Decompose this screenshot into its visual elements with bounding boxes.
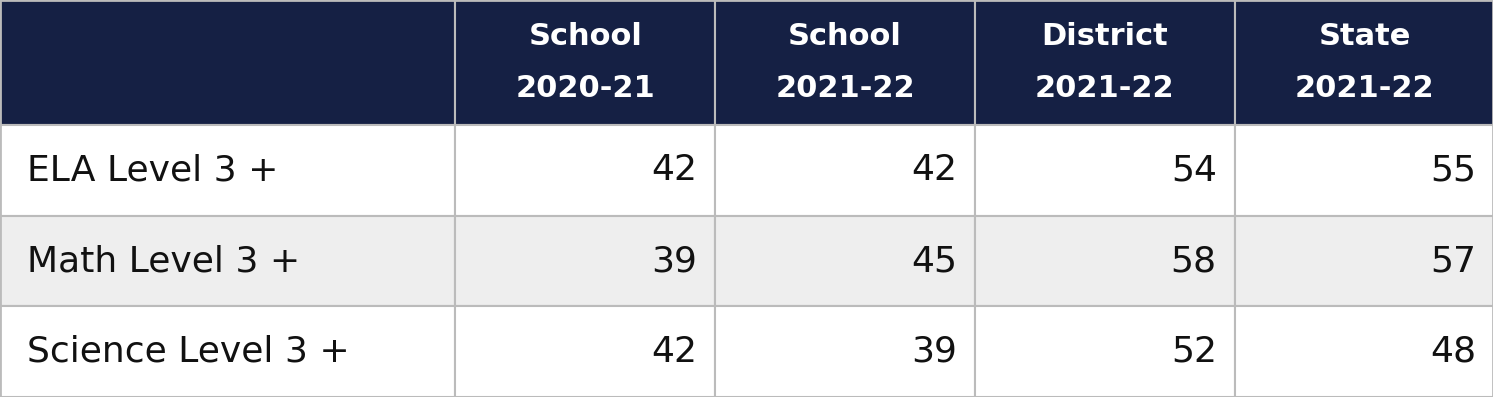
Bar [975, 125, 1235, 216]
Text: 39: 39 [911, 335, 957, 369]
Text: Science Level 3 +: Science Level 3 + [27, 335, 349, 369]
Bar [715, 216, 975, 306]
Text: State: State [1318, 22, 1411, 51]
Text: District: District [1042, 22, 1168, 51]
Bar [975, 216, 1235, 306]
Bar [975, 0, 1235, 125]
Bar [1235, 125, 1493, 216]
Bar [0, 216, 455, 306]
Bar [455, 125, 715, 216]
Text: ELA Level 3 +: ELA Level 3 + [27, 153, 278, 187]
Bar [1235, 216, 1493, 306]
Bar [715, 125, 975, 216]
Text: School: School [788, 22, 902, 51]
Bar [715, 306, 975, 397]
Text: School: School [529, 22, 642, 51]
Bar [1235, 306, 1493, 397]
Bar [975, 306, 1235, 397]
Text: 2020-21: 2020-21 [515, 74, 655, 103]
Text: 42: 42 [651, 335, 697, 369]
Text: 58: 58 [1171, 244, 1217, 278]
Text: 55: 55 [1430, 153, 1477, 187]
Bar [455, 216, 715, 306]
Bar [1235, 0, 1493, 125]
Bar [455, 306, 715, 397]
Text: 45: 45 [911, 244, 957, 278]
Text: 2021-22: 2021-22 [1035, 74, 1175, 103]
Text: 2021-22: 2021-22 [1294, 74, 1435, 103]
Text: 39: 39 [651, 244, 697, 278]
Text: 52: 52 [1171, 335, 1217, 369]
Text: 2021-22: 2021-22 [775, 74, 915, 103]
Text: 42: 42 [651, 153, 697, 187]
Bar [455, 0, 715, 125]
Text: Math Level 3 +: Math Level 3 + [27, 244, 300, 278]
Bar [0, 0, 455, 125]
Bar [715, 0, 975, 125]
Text: 54: 54 [1171, 153, 1217, 187]
Bar [0, 125, 455, 216]
Text: 57: 57 [1430, 244, 1477, 278]
Text: 42: 42 [911, 153, 957, 187]
Text: 48: 48 [1430, 335, 1477, 369]
Bar [0, 306, 455, 397]
